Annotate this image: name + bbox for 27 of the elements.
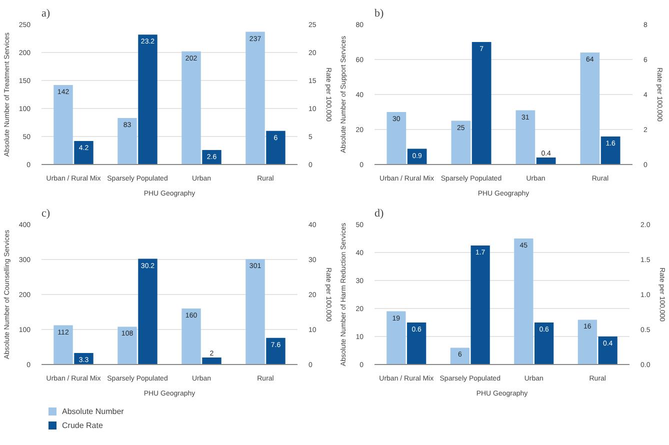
legend-label: Crude Rate <box>62 420 103 430</box>
bar <box>472 42 492 164</box>
bar <box>470 246 490 364</box>
bar <box>74 140 94 164</box>
bar <box>246 32 265 164</box>
chart-title: a) <box>42 8 50 20</box>
bar <box>54 325 73 364</box>
bar <box>266 338 286 364</box>
bar <box>386 112 406 164</box>
bar <box>600 136 620 164</box>
bar <box>514 238 534 364</box>
bar <box>536 158 556 164</box>
bar <box>516 110 536 164</box>
legend-label: Absolute Number <box>62 406 124 416</box>
chart-title: d) <box>374 208 384 220</box>
bar <box>266 130 286 164</box>
bar <box>54 84 73 164</box>
bar <box>182 308 201 364</box>
bar <box>202 358 222 364</box>
chart-title: c) <box>42 208 50 220</box>
bar <box>182 51 201 164</box>
bar <box>450 348 470 364</box>
chart-title: b) <box>374 8 384 20</box>
bar <box>580 52 600 164</box>
bar <box>138 34 158 164</box>
bar <box>138 258 158 364</box>
bar <box>246 259 265 364</box>
